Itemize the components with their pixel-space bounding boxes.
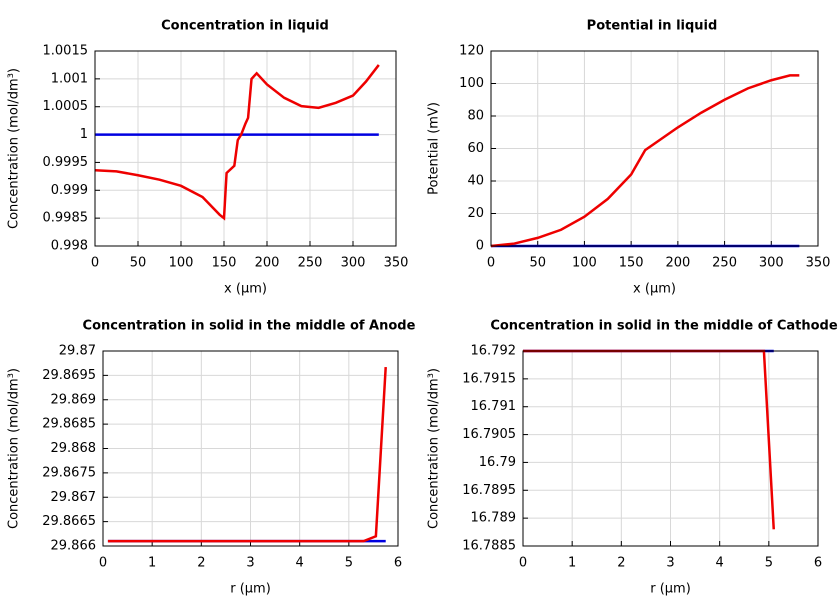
x-tick-label: 100: [572, 256, 597, 271]
x-tick-label: 50: [130, 256, 147, 271]
y-tick-label: 29.867: [51, 490, 97, 505]
y-tick-label: 1.0005: [43, 99, 89, 114]
x-tick-label: 150: [619, 256, 644, 271]
plot-frame: [102, 350, 399, 547]
x-tick-label: 5: [345, 556, 353, 571]
y-axis-label: Concentration (mol/dm³): [7, 68, 22, 229]
x-tick-label: 3: [666, 556, 674, 571]
x-tick-label: 0: [99, 556, 107, 571]
y-tick-label: 29.8685: [42, 417, 96, 432]
y-tick-label: 16.7915: [462, 371, 516, 386]
x-tick-label: 0: [91, 256, 99, 271]
x-tick-label: 3: [246, 556, 254, 571]
chart-title: Concentration in liquid: [161, 19, 329, 34]
x-axis-label: r (µm): [230, 582, 271, 597]
x-tick-label: 4: [296, 556, 304, 571]
y-tick-label: 0.9985: [43, 211, 89, 226]
y-axis-label: Concentration (mol/dm³): [427, 368, 442, 529]
x-axis-label: r (µm): [650, 582, 691, 597]
y-tick-label: 100: [459, 76, 484, 91]
x-tick-label: 4: [716, 556, 724, 571]
y-tick-label: 16.791: [471, 399, 517, 414]
plot-frame: [490, 50, 819, 247]
y-tick-label: 60: [467, 141, 484, 156]
chart-title: Concentration in solid in the middle of …: [83, 319, 416, 334]
x-tick-label: 350: [384, 256, 409, 271]
x-tick-label: 2: [617, 556, 625, 571]
y-tick-label: 0.998: [51, 239, 88, 254]
y-tick-label: 29.869: [51, 392, 97, 407]
x-tick-label: 0: [519, 556, 527, 571]
plot-frame: [94, 50, 397, 247]
y-tick-label: 120: [459, 44, 484, 59]
series-line: [107, 367, 387, 543]
x-tick-label: 300: [341, 256, 366, 271]
y-tick-label: 0: [476, 239, 484, 254]
chart-title: Concentration in solid in the middle of …: [490, 319, 838, 334]
x-tick-label: 100: [169, 256, 194, 271]
y-tick-label: 29.87: [59, 344, 96, 359]
x-tick-label: 250: [712, 256, 737, 271]
y-tick-label: 16.7895: [462, 483, 516, 498]
x-axis-label: x (µm): [633, 282, 676, 297]
y-tick-label: 16.789: [471, 511, 517, 526]
y-tick-label: 16.7885: [462, 539, 516, 554]
y-tick-label: 1.0015: [43, 44, 89, 59]
x-tick-label: 6: [394, 556, 402, 571]
x-tick-label: 150: [212, 256, 237, 271]
y-tick-label: 29.8695: [42, 368, 96, 383]
y-tick-label: 20: [467, 206, 484, 221]
x-tick-label: 1: [568, 556, 576, 571]
y-tick-label: 16.79: [479, 455, 516, 470]
series-line: [523, 349, 775, 530]
x-tick-label: 200: [665, 256, 690, 271]
chart-title: Potential in liquid: [587, 19, 718, 34]
y-tick-label: 29.8675: [42, 465, 96, 480]
x-axis-label: x (µm): [224, 282, 267, 297]
x-tick-label: 300: [759, 256, 784, 271]
y-axis-label: Concentration (mol/dm³): [7, 368, 22, 529]
x-tick-label: 350: [806, 256, 831, 271]
y-tick-label: 1: [80, 127, 88, 142]
x-tick-label: 5: [765, 556, 773, 571]
y-tick-label: 29.868: [51, 441, 97, 456]
y-tick-label: 40: [467, 174, 484, 189]
y-tick-label: 80: [467, 109, 484, 124]
x-tick-label: 50: [529, 256, 546, 271]
y-tick-label: 0.999: [51, 183, 88, 198]
y-tick-label: 29.8665: [42, 514, 96, 529]
y-tick-label: 1.001: [51, 71, 88, 86]
series-line: [94, 64, 380, 221]
y-axis-label: Potential (mV): [427, 102, 442, 195]
y-tick-label: 29.866: [51, 539, 97, 554]
plot-frame: [522, 350, 819, 547]
x-tick-label: 0: [487, 256, 495, 271]
y-tick-label: 0.9995: [43, 155, 89, 170]
x-tick-label: 250: [298, 256, 323, 271]
x-tick-label: 6: [814, 556, 822, 571]
x-tick-label: 2: [197, 556, 205, 571]
y-tick-label: 16.792: [471, 344, 517, 359]
x-tick-label: 200: [255, 256, 280, 271]
x-tick-label: 1: [148, 556, 156, 571]
series-line: [490, 74, 800, 248]
y-tick-label: 16.7905: [462, 427, 516, 442]
